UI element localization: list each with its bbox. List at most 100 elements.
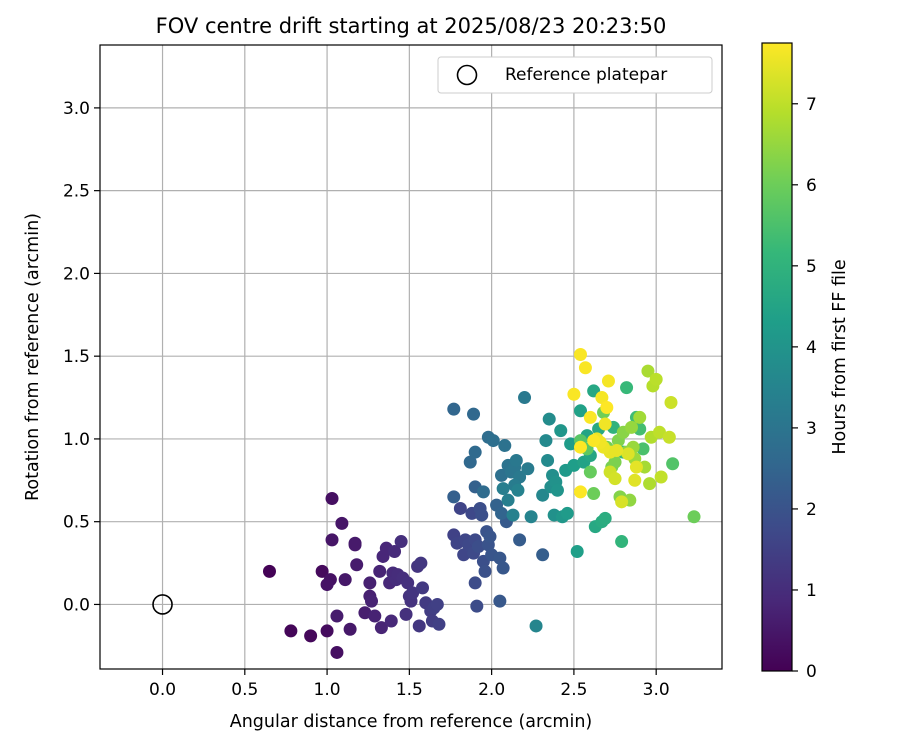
data-point [539,434,553,448]
data-point [486,434,500,448]
data-point [304,629,318,643]
y-tick-label: 1.0 [63,430,90,450]
data-point [471,540,485,554]
data-point [467,407,481,421]
data-point [365,594,379,608]
data-point [358,606,372,620]
legend-marker-icon [456,64,478,86]
data-point [641,364,655,378]
data-point [662,430,676,444]
data-point [394,535,408,549]
x-tick-label: 1.5 [396,680,423,700]
x-tick-label: 2.0 [478,680,505,700]
data-point [284,624,298,638]
data-point [368,609,382,623]
data-point [536,548,550,562]
plot-area: 0.0 0.5 1.0 1.5 2.0 2.5 3.0 0.0 0.5 1.0 1.5 2.0 2.5… [63,44,723,700]
data-point [384,614,398,628]
data-point [335,516,349,530]
data-point [587,434,601,448]
data-point [521,462,535,476]
legend-entry-label: Reference platepar [505,65,667,85]
data-point [573,404,587,418]
data-point [447,490,461,504]
data-point [262,564,276,578]
data-point [475,508,489,522]
data-point [573,348,587,362]
data-point [598,417,612,431]
data-point [564,437,578,451]
data-point [470,599,484,613]
data-point [608,472,622,486]
data-point [493,551,507,565]
data-point [399,607,413,621]
data-point [468,576,482,590]
data-point [496,561,510,575]
colorbar-tick-label: 1 [806,581,817,601]
data-point [348,538,362,552]
data-point [524,510,538,524]
data-point [621,447,635,461]
data-point [529,619,543,633]
data-point [388,544,402,558]
data-point [363,576,377,590]
data-point [325,492,339,506]
data-point [498,439,512,453]
data-point [416,581,430,595]
y-tick-label: 0.0 [63,595,90,615]
data-point [509,453,523,467]
data-point [468,445,482,459]
x-tick-label: 2.5 [560,680,587,700]
reference-platepar-marker [152,594,173,615]
data-point [536,488,550,502]
data-point [325,533,339,547]
data-point [643,477,657,491]
data-point [412,619,426,633]
data-point [414,556,428,570]
data-point [615,535,629,549]
data-point [432,617,446,631]
x-tick-label: 0.0 [149,680,176,700]
data-point [496,482,510,496]
chart-title: FOV centre drift starting at 2025/08/23 … [156,14,667,38]
data-point [687,510,701,524]
data-point [652,425,666,439]
data-point [476,485,490,499]
data-point [457,548,471,562]
x-axis-label: Angular distance from reference (arcmin) [230,712,593,732]
data-point [330,609,344,623]
data-point [550,483,564,497]
data-point [493,594,507,608]
data-point [320,624,334,638]
y-tick-label: 1.5 [63,347,90,367]
colorbar-tick-label: 2 [806,500,817,520]
colorbar-tick-label: 4 [806,338,817,358]
data-point [620,381,634,395]
data-point [483,530,497,544]
data-point [624,420,638,434]
data-point [615,495,629,509]
y-tick-label: 0.5 [63,513,90,533]
data-point [570,544,584,558]
colorbar-strip [761,42,793,672]
data-point [649,372,663,386]
y-axis-ticks: 0.0 0.5 1.0 1.5 2.0 2.5 3.0 [63,99,100,615]
x-tick-label: 0.5 [231,680,258,700]
colorbar-tick-label: 0 [806,662,817,682]
data-point [506,508,520,522]
data-point [320,578,334,592]
data-point [567,387,581,401]
data-point [373,564,387,578]
data-point [453,501,467,515]
colorbar-tick-label: 7 [806,95,817,115]
colorbar: 0 1 2 3 4 5 6 7 Hours from first FF file [761,42,850,682]
y-tick-label: 3.0 [63,99,90,119]
y-axis-label: Rotation from reference (arcmin) [23,213,43,501]
colorbar-tick-label: 3 [806,419,817,439]
data-point [406,586,420,600]
x-tick-label: 3.0 [643,680,670,700]
data-point [330,645,344,659]
data-point [447,402,461,416]
legend-box [437,56,713,94]
data-point [511,483,525,497]
